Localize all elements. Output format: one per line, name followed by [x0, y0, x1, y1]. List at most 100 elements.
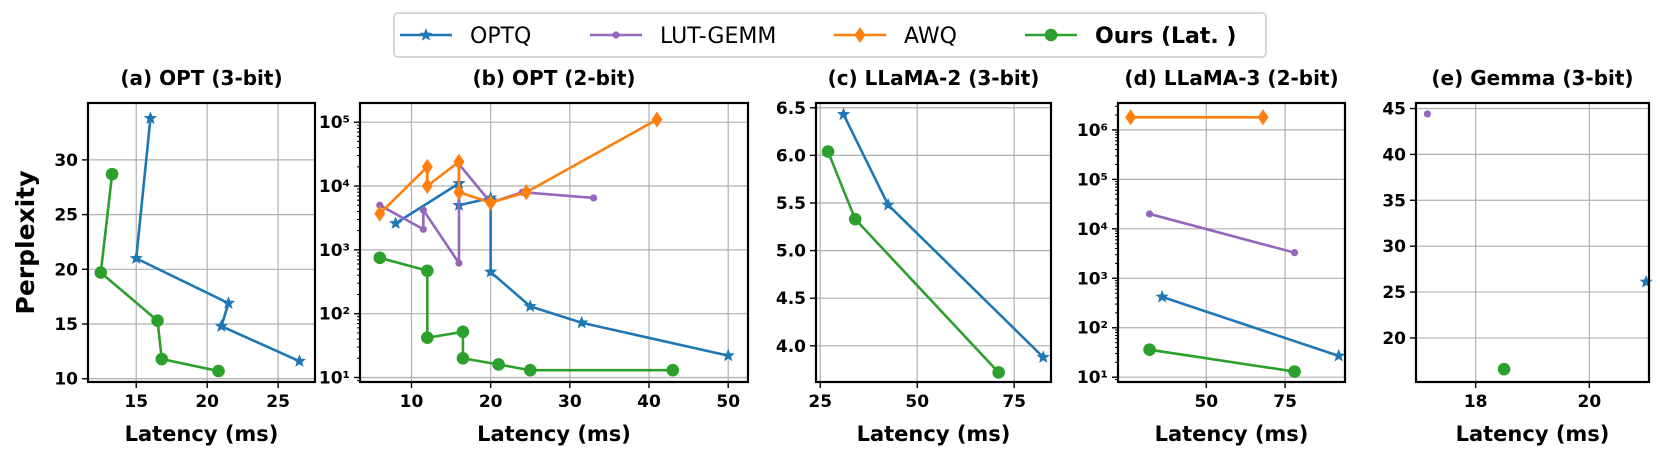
y-tick-label: 30: [1382, 237, 1406, 257]
data-point: [666, 363, 680, 377]
x-tick-label: 50: [905, 392, 929, 412]
series: [836, 107, 1050, 363]
legend-label: LUT-GEMM: [660, 24, 776, 49]
series-line: [394, 182, 729, 357]
x-tick-label: 25: [808, 392, 832, 412]
data-point: [848, 212, 862, 226]
data-point: [155, 352, 169, 366]
data-point: [1145, 210, 1154, 218]
data-point: [1639, 274, 1653, 288]
series: [94, 167, 225, 378]
legend-entry: Ours (Lat. ): [1025, 24, 1236, 49]
data-point: [485, 194, 497, 211]
data-point: [1155, 289, 1169, 303]
data-point: [1497, 362, 1511, 376]
data-point: [453, 153, 465, 170]
data-point: [836, 107, 851, 121]
series-line: [842, 113, 1045, 359]
data-point: [373, 251, 387, 265]
legend-marker: [1044, 28, 1058, 42]
data-point: [456, 351, 470, 365]
data-point: [523, 363, 537, 377]
x-tick-label: 25: [266, 392, 290, 412]
data-point: [1036, 350, 1050, 363]
data-point: [1332, 348, 1346, 362]
y-tick-label: 35: [1382, 191, 1406, 211]
data-point: [419, 206, 427, 214]
x-tick-label: 75: [1002, 392, 1026, 412]
chart-title: (d) LLaMA-3 (2-bit): [1124, 66, 1338, 90]
y-tick-label: 5.0: [776, 242, 806, 262]
x-tick-label: 30: [558, 392, 582, 412]
data-point: [821, 145, 835, 158]
data-point: [421, 178, 433, 195]
x-tick-label: 50: [1194, 392, 1218, 412]
y-tick-label: 10⁵: [319, 113, 350, 133]
x-axis-label: Latency (ms): [857, 422, 1011, 446]
series-line: [1149, 348, 1295, 373]
plot-frame: [358, 101, 750, 384]
chart-title: (c) LLaMA-2 (3-bit): [828, 66, 1040, 90]
y-tick-label: 20: [54, 260, 78, 280]
grid: [88, 103, 315, 382]
data-point: [721, 348, 735, 362]
series: [1639, 274, 1653, 288]
plot-frame: [1414, 101, 1651, 384]
data-point: [1423, 110, 1431, 118]
x-tick-label: 18: [1464, 392, 1488, 412]
legend-frame: [393, 12, 1267, 58]
chart-panel: 10 20 30 40 50 10¹ 10² 10³ 10⁴ 10⁵ (b) OPT (2-bit)…: [319, 66, 750, 446]
series: [1145, 210, 1299, 257]
data-point: [453, 184, 465, 201]
legend-marker: [419, 28, 433, 41]
legend-entry: OPTQ: [400, 24, 531, 49]
data-point: [523, 299, 537, 313]
data-point: [1125, 109, 1137, 126]
chart-panel: 15 20 25 10 15 20 25 30 (a) OPT (3-bit) Latency (…: [11, 66, 317, 446]
legend: OPTQ LUT-GEMM AWQ Ours (Lat. ): [393, 12, 1267, 58]
data-point: [129, 251, 143, 265]
plot-frame: [86, 101, 317, 384]
y-tick-label: 25: [1382, 283, 1406, 303]
series: [1423, 110, 1431, 118]
data-point: [94, 266, 108, 279]
series-line: [99, 173, 219, 373]
y-tick-label: 45: [1382, 100, 1406, 120]
data-point: [151, 314, 164, 328]
data-point: [1290, 249, 1299, 257]
series: [1143, 343, 1301, 378]
legend-label: AWQ: [904, 24, 957, 49]
data-point: [992, 366, 1005, 379]
legend-marker: [612, 31, 620, 39]
x-tick-label: 20: [195, 392, 219, 412]
y-tick-label: 20: [1382, 329, 1406, 349]
plot-frame: [1116, 101, 1347, 384]
data-point: [214, 319, 229, 332]
data-point: [421, 331, 434, 345]
series: [129, 111, 307, 367]
data-point: [651, 111, 663, 128]
data-point: [212, 364, 225, 378]
grid: [1118, 103, 1345, 382]
y-tick-label: 10²: [1077, 319, 1108, 339]
x-tick-label: 75: [1273, 392, 1297, 412]
chart-title: (e) Gemma (3-bit): [1431, 66, 1633, 90]
grid: [360, 103, 748, 382]
x-axis-label: Latency (ms): [125, 422, 279, 446]
y-tick-label: 6.5: [776, 99, 806, 119]
chart-title: (b) OPT (2-bit): [472, 66, 635, 90]
legend-entry: LUT-GEMM: [590, 24, 776, 49]
series-line: [826, 151, 1000, 374]
y-tick-label: 5.5: [776, 194, 806, 214]
y-tick-label: 10³: [1077, 269, 1108, 289]
data-point: [455, 259, 463, 267]
y-tick-label: 15: [54, 315, 78, 335]
y-tick-label: 25: [54, 206, 78, 226]
x-tick-label: 40: [637, 392, 661, 412]
data-point: [376, 201, 384, 209]
y-tick-label: 10³: [319, 241, 350, 261]
data-point: [421, 264, 434, 278]
y-tick-label: 10²: [319, 305, 350, 325]
chart-title: (a) OPT (3-bit): [120, 66, 282, 90]
